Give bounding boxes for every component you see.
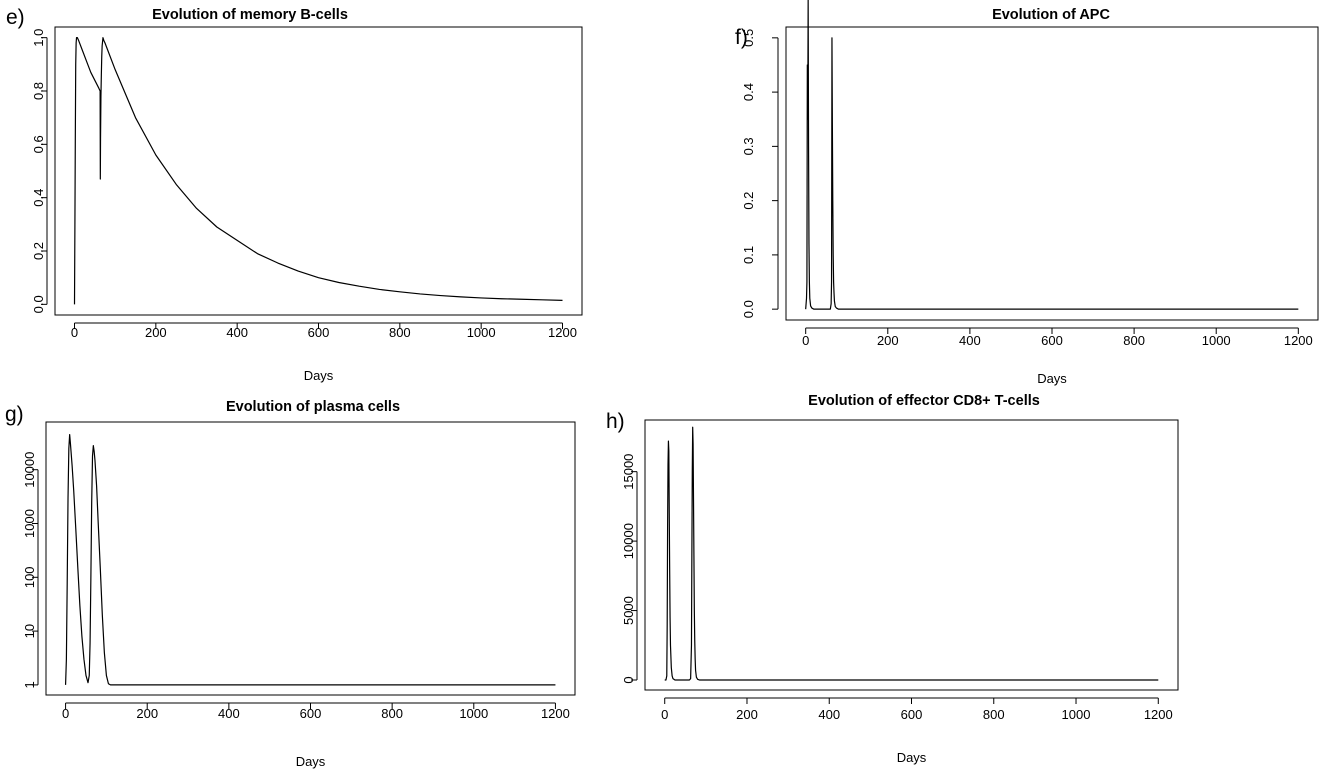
y-tick-label: 0.1 <box>741 246 756 264</box>
chart-title: Evolution of plasma cells <box>226 399 400 415</box>
y-tick-label: 5000 <box>621 596 636 625</box>
chart-panel-2: Evolution of plasma cells g) 0 200 400 600 800… <box>5 399 576 769</box>
x-tick-label: 800 <box>389 325 411 340</box>
plot-frame <box>45 421 576 696</box>
x-tick-label: 0 <box>62 706 69 721</box>
y-tick-label: 0.8 <box>31 82 46 100</box>
x-tick-label: 1000 <box>467 325 496 340</box>
x-tick-label: 0 <box>71 325 78 340</box>
x-axis-label: Days <box>296 754 326 769</box>
y-tick-label: 0 <box>621 676 636 683</box>
x-tick-label: 600 <box>308 325 330 340</box>
y-tick-label: 0.5 <box>741 29 756 47</box>
y-tick-label: 10000 <box>22 452 37 488</box>
series-line-0 <box>64 433 556 686</box>
x-tick-label: 1200 <box>1144 707 1173 722</box>
y-tick-label: 0.4 <box>31 189 46 207</box>
y-tick-label: 0.6 <box>31 135 46 153</box>
y-tick-label: 0.4 <box>741 83 756 101</box>
plot-frame <box>54 26 583 316</box>
y-tick-label: 0.0 <box>741 300 756 318</box>
series-line-0 <box>664 426 1159 681</box>
x-tick-label: 400 <box>818 707 840 722</box>
x-tick-label: 200 <box>877 333 899 348</box>
x-axis-label: Days <box>304 368 334 383</box>
x-tick-label: 1000 <box>459 706 488 721</box>
x-tick-label: 200 <box>136 706 158 721</box>
x-tick-label: 1000 <box>1062 707 1091 722</box>
x-tick-label: 200 <box>736 707 758 722</box>
y-tick-label: 1 <box>22 681 37 688</box>
x-tick-label: 200 <box>145 325 167 340</box>
x-tick-label: 600 <box>901 707 923 722</box>
chart-panel-1: Evolution of APC f) 0 200 400 600 800 1000 1200 D… <box>735 0 1319 386</box>
panel-label: h) <box>606 410 625 433</box>
plot-frame <box>644 419 1179 691</box>
plot-frame <box>785 26 1319 321</box>
chart-panel-3: Evolution of effector CD8+ T-cells h) 0 200… <box>606 393 1179 765</box>
y-tick-label: 0.2 <box>741 192 756 210</box>
panel-label: e) <box>6 6 25 29</box>
x-tick-label: 1000 <box>1202 333 1231 348</box>
x-axis-label: Days <box>897 750 927 765</box>
x-tick-label: 0 <box>661 707 668 722</box>
x-tick-label: 400 <box>226 325 248 340</box>
y-tick-label: 0.3 <box>741 137 756 155</box>
y-tick-label: 0.2 <box>31 242 46 260</box>
y-tick-label: 100 <box>22 566 37 588</box>
y-tick-label: 10 <box>22 624 37 638</box>
y-tick-label: 1000 <box>22 509 37 538</box>
x-tick-label: 400 <box>959 333 981 348</box>
x-tick-label: 1200 <box>1284 333 1313 348</box>
y-tick-label: 10000 <box>621 523 636 559</box>
series-line-0 <box>73 37 563 305</box>
x-tick-label: 800 <box>381 706 403 721</box>
panel-label: g) <box>5 403 24 426</box>
x-axis-label: Days <box>1037 371 1067 386</box>
x-tick-label: 600 <box>300 706 322 721</box>
x-tick-label: 800 <box>983 707 1005 722</box>
chart-panel-0: Evolution of memory B-cells e) 0 200 400 600 8… <box>6 6 583 383</box>
chart-title: Evolution of effector CD8+ T-cells <box>808 393 1040 409</box>
chart-title: Evolution of memory B-cells <box>152 7 348 23</box>
x-tick-label: 1200 <box>548 325 577 340</box>
x-tick-label: 400 <box>218 706 240 721</box>
y-tick-label: 0.0 <box>31 295 46 313</box>
x-tick-label: 800 <box>1123 333 1145 348</box>
x-tick-label: 600 <box>1041 333 1063 348</box>
series-line-0 <box>805 0 1299 310</box>
y-tick-label: 1.0 <box>31 29 46 47</box>
x-tick-label: 0 <box>802 333 809 348</box>
y-tick-label: 15000 <box>621 454 636 490</box>
panel-label: f) <box>735 26 748 49</box>
chart-title: Evolution of APC <box>992 7 1110 23</box>
x-tick-label: 1200 <box>541 706 570 721</box>
